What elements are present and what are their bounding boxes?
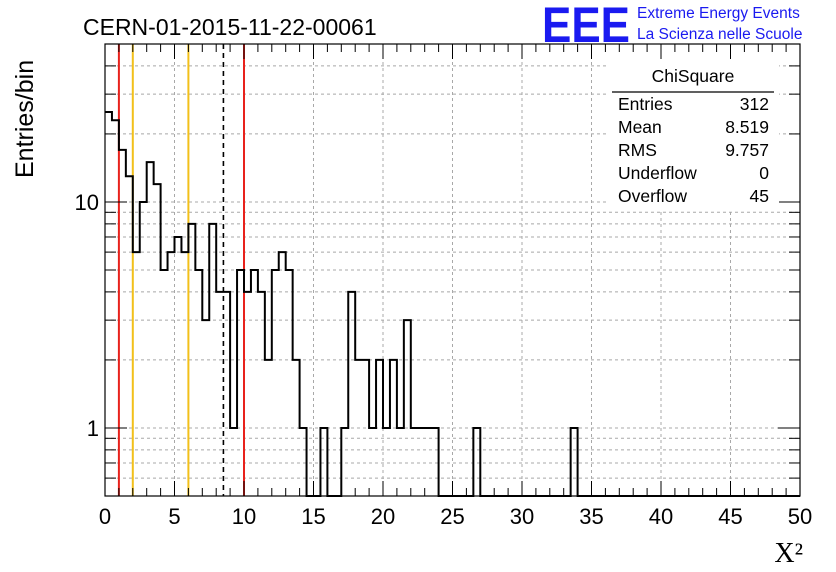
eee-logo-mark: EEE xyxy=(542,0,630,53)
x-tick-label: 20 xyxy=(371,504,395,529)
axis-ticks: 1 10 0 5 10 15 20 25 30 35 40 45 50 xyxy=(75,43,812,529)
stats-label-rms: RMS xyxy=(618,140,657,160)
x-tick-label: 0 xyxy=(99,504,111,529)
histogram-bin xyxy=(348,292,355,496)
histogram-bin xyxy=(216,292,223,496)
stats-box-bg xyxy=(607,62,779,210)
x-tick-label: 5 xyxy=(168,504,180,529)
histogram-bin xyxy=(168,252,175,496)
histogram-bin xyxy=(237,270,244,496)
x-tick-label: 10 xyxy=(232,504,256,529)
x-tick-label: 25 xyxy=(440,504,464,529)
histogram-bin xyxy=(286,270,293,496)
histogram-bin xyxy=(251,270,258,496)
eee-logo: EEE Extreme Energy Events La Scienza nel… xyxy=(542,0,802,53)
x-tick-label: 15 xyxy=(301,504,325,529)
histogram-bin xyxy=(279,252,286,496)
x-tick-label: 50 xyxy=(788,504,812,529)
logo-line-2: La Scienza nelle Scuole xyxy=(637,26,802,43)
x-tick-label: 45 xyxy=(718,504,742,529)
y-axis-label: Entries/bin xyxy=(11,60,39,178)
x-axis-label: X² xyxy=(774,538,803,569)
histogram-bin xyxy=(161,270,168,496)
histogram-bin xyxy=(404,320,411,496)
y-tick-label: 10 xyxy=(75,190,99,215)
x-tick-label: 35 xyxy=(579,504,603,529)
stats-title: ChiSquare xyxy=(652,66,735,86)
stats-label-underflow: Underflow xyxy=(618,163,697,183)
histogram-bin xyxy=(202,320,209,496)
histogram-bin xyxy=(112,120,119,496)
stats-box: ChiSquare Entries 312 Mean 8.519 RMS 9.7… xyxy=(607,62,779,210)
x-tick-label: 40 xyxy=(649,504,673,529)
y-tick-label: 1 xyxy=(87,416,99,441)
histogram-bin xyxy=(223,292,230,496)
logo-line-1: Extreme Energy Events xyxy=(637,5,800,22)
chart-title: CERN-01-2015-11-22-00061 xyxy=(83,14,377,40)
histogram-bin xyxy=(272,270,279,496)
histogram-bin xyxy=(195,270,202,496)
stats-value-underflow: 0 xyxy=(759,163,769,183)
x-tick-label: 30 xyxy=(510,504,534,529)
stats-label-entries: Entries xyxy=(618,94,673,114)
histogram-bin xyxy=(244,292,251,496)
stats-label-overflow: Overflow xyxy=(618,186,687,206)
stats-label-mean: Mean xyxy=(618,117,662,137)
stats-value-rms: 9.757 xyxy=(725,140,769,160)
stats-value-overflow: 45 xyxy=(750,186,769,206)
histogram-bin xyxy=(181,252,188,496)
histogram-bin xyxy=(133,252,140,496)
histogram-bin xyxy=(175,237,182,496)
stats-value-entries: 312 xyxy=(740,94,769,114)
stats-value-mean: 8.519 xyxy=(725,117,769,137)
histogram-bin xyxy=(258,292,265,496)
histogram-bin xyxy=(154,184,161,496)
histogram-bin xyxy=(140,202,147,496)
